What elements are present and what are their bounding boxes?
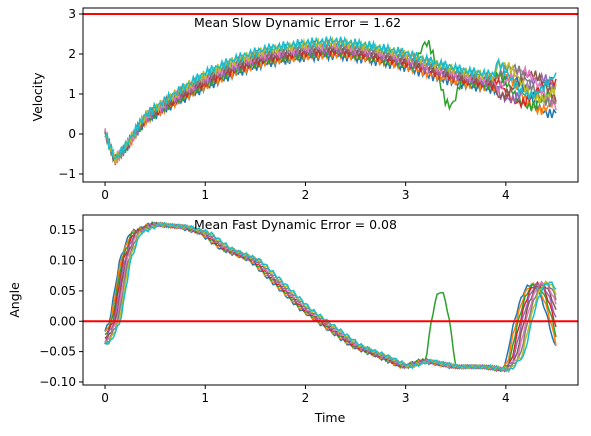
angle-series-group <box>104 220 557 374</box>
angle-annotation: Mean Fast Dynamic Error = 0.08 <box>194 217 397 232</box>
y-tick-label: 0.10 <box>49 254 76 268</box>
angle-x-ticks: 0 1 2 3 4 <box>101 385 510 405</box>
x-tick-label: 1 <box>201 391 209 405</box>
velocity-subplot: 0 1 2 3 4 −1 0 1 2 3 Mean Slow Dynamic Error = 1… <box>30 7 579 202</box>
x-tick-label: 1 <box>201 188 209 202</box>
velocity-series-group <box>104 35 557 165</box>
y-tick-label: −1 <box>58 167 76 181</box>
angle-subplot: 0 1 2 3 4 −0.10 −0.05 0.00 0.05 0.10 0.15 Mean Fa… <box>7 214 579 425</box>
x-tick-label: 4 <box>502 391 510 405</box>
y-tick-label: −0.10 <box>39 375 76 389</box>
x-tick-label: 0 <box>101 188 109 202</box>
y-tick-label: 3 <box>68 7 76 21</box>
angle-x-axis-label: Time <box>314 410 346 425</box>
velocity-y-ticks: −1 0 1 2 3 <box>58 7 83 181</box>
y-tick-label: 0 <box>68 127 76 141</box>
y-tick-label: 0.05 <box>49 284 76 298</box>
velocity-y-axis-label: Velocity <box>30 72 45 122</box>
velocity-axes-frame <box>82 7 579 183</box>
series-line-10 <box>104 35 557 160</box>
x-tick-label: 0 <box>101 391 109 405</box>
y-tick-label: 0.00 <box>49 314 76 328</box>
x-tick-label: 2 <box>302 391 310 405</box>
angle-y-ticks: −0.10 −0.05 0.00 0.05 0.10 0.15 <box>39 223 83 389</box>
y-tick-label: −0.05 <box>39 345 76 359</box>
x-tick-label: 4 <box>502 188 510 202</box>
velocity-annotation: Mean Slow Dynamic Error = 1.62 <box>194 15 401 30</box>
x-tick-label: 3 <box>402 391 410 405</box>
angle-axes-frame <box>82 214 579 386</box>
y-tick-label: 2 <box>68 47 76 61</box>
y-tick-label: 0.15 <box>49 223 76 237</box>
velocity-x-ticks: 0 1 2 3 4 <box>101 182 510 202</box>
x-tick-label: 2 <box>302 188 310 202</box>
y-tick-label: 1 <box>68 87 76 101</box>
angle-y-axis-label: Angle <box>7 282 22 318</box>
x-tick-label: 3 <box>402 188 410 202</box>
series-line-10 <box>104 221 557 372</box>
